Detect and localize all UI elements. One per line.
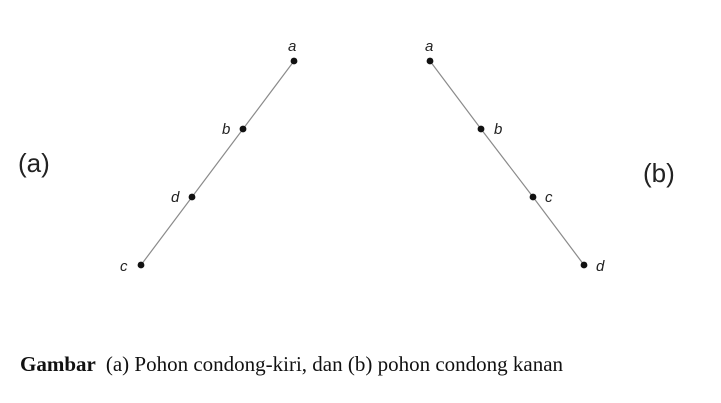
tree-b-node-b-label: b [494,121,502,138]
tree-b-node-b [477,125,485,133]
tree-b-node-c-label: c [545,189,553,206]
tree-b-edge-c-d [532,196,585,266]
tree-a-edge-b-d [191,128,244,198]
tree-a-edge-a-b [242,60,295,130]
tree-b-edge-b-c [480,128,534,198]
tree-b-node-a [426,57,434,65]
panel-label-a: (a) [18,148,50,178]
caption-text: (a) Pohon condong-kiri, dan (b) pohon co… [105,352,564,376]
caption-lead: Gambar [20,352,96,376]
tree-a-node-d-label: d [171,189,180,206]
tree-a-node-b [239,125,247,133]
tree-a-node-a [290,57,298,65]
panel-label-b: (b) [643,158,675,188]
tree-right-leaning: a b c d [425,38,605,275]
figure-caption: Gambar (a) Pohon condong-kiri, dan (b) po… [20,352,720,376]
tree-b-node-a-label: a [425,38,433,55]
tree-a-node-a-label: a [288,38,296,55]
tree-a-node-c [137,261,145,269]
tree-b-edge-a-b [429,60,482,130]
tree-a-node-b-label: b [222,121,230,138]
tree-b-node-d-label: d [596,258,605,275]
tree-b-node-c [529,193,537,201]
tree-left-leaning: a b d c [120,38,298,275]
tree-a-node-c-label: c [120,258,128,275]
tree-b-node-d [580,261,588,269]
tree-a-edge-d-c [140,196,193,266]
tree-a-node-d [188,193,196,201]
